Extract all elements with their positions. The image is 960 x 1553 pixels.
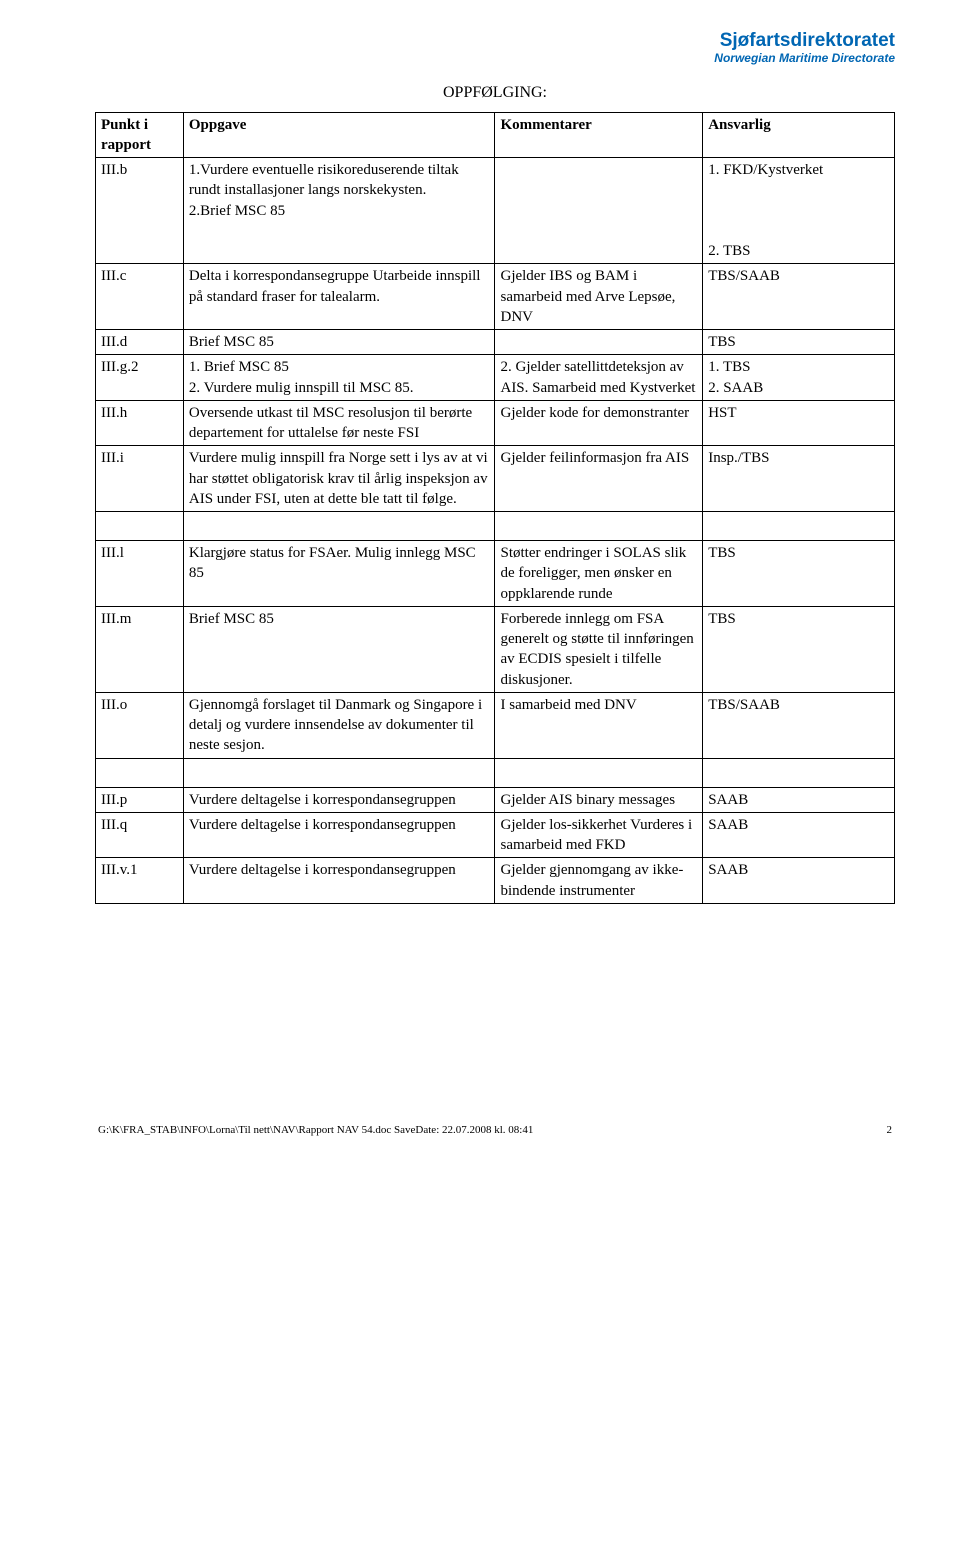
table-row: III.lKlargjøre status for FSAer. Mulig i… (96, 541, 895, 607)
cell-c4: SAAB (703, 787, 895, 812)
cell-c4: TBS/SAAB (703, 264, 895, 330)
followup-table: Punkt i rapport Oppgave Kommentarer Ansv… (95, 112, 895, 904)
cell-c1: III.b (96, 158, 184, 264)
spacer-cell (96, 512, 184, 541)
cell-c1: III.l (96, 541, 184, 607)
header-sub: Norwegian Maritime Directorate (95, 52, 895, 66)
table-row: III.iVurdere mulig innspill fra Norge se… (96, 446, 895, 512)
cell-c2: 1. Brief MSC 852. Vurdere mulig innspill… (183, 355, 495, 401)
cell-c4: TBS/SAAB (703, 692, 895, 758)
table-row: III.pVurdere deltagelse i korrespondanse… (96, 787, 895, 812)
footer-page: 2 (887, 1124, 893, 1136)
cell-c4: Insp./TBS (703, 446, 895, 512)
table-header-row: Punkt i rapport Oppgave Kommentarer Ansv… (96, 112, 895, 158)
table-row (96, 758, 895, 787)
cell-c1: III.g.2 (96, 355, 184, 401)
footer-path: G:\K\FRA_STAB\INFO\Lorna\Til nett\NAV\Ra… (98, 1124, 533, 1136)
cell-c2: Brief MSC 85 (183, 606, 495, 692)
header: Sjøfartsdirektoratet Norwegian Maritime … (95, 30, 895, 66)
cell-c1: III.o (96, 692, 184, 758)
cell-c1: III.i (96, 446, 184, 512)
cell-c4: HST (703, 400, 895, 446)
spacer-cell (495, 512, 703, 541)
table-row: III.v.1Vurdere deltagelse i korrespondan… (96, 858, 895, 904)
table-row: III.hOversende utkast til MSC resolusjon… (96, 400, 895, 446)
cell-c1: III.d (96, 330, 184, 355)
cell-c3: I samarbeid med DNV (495, 692, 703, 758)
cell-c2: Vurdere mulig innspill fra Norge sett i … (183, 446, 495, 512)
cell-c3: Gjelder kode for demonstranter (495, 400, 703, 446)
cell-c2: Vurdere deltagelse i korrespondansegrupp… (183, 812, 495, 858)
cell-c2: Vurdere deltagelse i korrespondansegrupp… (183, 858, 495, 904)
cell-c3: Forberede innlegg om FSA generelt og stø… (495, 606, 703, 692)
table-row: III.qVurdere deltagelse i korrespondanse… (96, 812, 895, 858)
cell-c4: TBS (703, 606, 895, 692)
cell-c2: Gjennomgå forslaget til Danmark og Singa… (183, 692, 495, 758)
spacer-cell (703, 512, 895, 541)
spacer-cell (183, 512, 495, 541)
cell-c4: SAAB (703, 858, 895, 904)
spacer-cell (96, 758, 184, 787)
cell-c2: Klargjøre status for FSAer. Mulig innleg… (183, 541, 495, 607)
cell-c4: TBS (703, 541, 895, 607)
cell-c1: III.v.1 (96, 858, 184, 904)
spacer-cell (703, 758, 895, 787)
header-main: Sjøfartsdirektoratet (95, 30, 895, 52)
cell-c3: 2. Gjelder satellittdeteksjon av AIS. Sa… (495, 355, 703, 401)
col-ansvarlig: Ansvarlig (703, 112, 895, 158)
cell-c2: 1.Vurdere eventuelle risikoreduserende t… (183, 158, 495, 264)
cell-c4: SAAB (703, 812, 895, 858)
cell-c4: 1. TBS2. SAAB (703, 355, 895, 401)
cell-c3 (495, 158, 703, 264)
cell-c1: III.h (96, 400, 184, 446)
cell-c3: Støtter endringer i SOLAS slik de foreli… (495, 541, 703, 607)
cell-c3: Gjelder IBS og BAM i samarbeid med Arve … (495, 264, 703, 330)
cell-c2: Vurdere deltagelse i korrespondansegrupp… (183, 787, 495, 812)
cell-c3: Gjelder los-sikkerhet Vurderes i samarbe… (495, 812, 703, 858)
col-punkt: Punkt i rapport (96, 112, 184, 158)
table-row: III.cDelta i korrespondansegruppe Utarbe… (96, 264, 895, 330)
cell-c3: Gjelder feilinformasjon fra AIS (495, 446, 703, 512)
cell-c2: Delta i korrespondansegruppe Utarbeide i… (183, 264, 495, 330)
page-title: OPPFØLGING: (95, 84, 895, 102)
col-kommentarer: Kommentarer (495, 112, 703, 158)
col-oppgave: Oppgave (183, 112, 495, 158)
cell-c1: III.m (96, 606, 184, 692)
cell-c2: Brief MSC 85 (183, 330, 495, 355)
footer: G:\K\FRA_STAB\INFO\Lorna\Til nett\NAV\Ra… (95, 1124, 895, 1136)
cell-c4: TBS (703, 330, 895, 355)
table-row: III.b1.Vurdere eventuelle risikoredusere… (96, 158, 895, 264)
cell-c1: III.c (96, 264, 184, 330)
cell-c2: Oversende utkast til MSC resolusjon til … (183, 400, 495, 446)
spacer-cell (183, 758, 495, 787)
cell-c3 (495, 330, 703, 355)
table-row: III.oGjennomgå forslaget til Danmark og … (96, 692, 895, 758)
table-row: III.g.21. Brief MSC 852. Vurdere mulig i… (96, 355, 895, 401)
table-row (96, 512, 895, 541)
spacer-cell (495, 758, 703, 787)
cell-c1: III.p (96, 787, 184, 812)
cell-c3: Gjelder AIS binary messages (495, 787, 703, 812)
cell-c1: III.q (96, 812, 184, 858)
cell-c4: 1. FKD/Kystverket2. TBS (703, 158, 895, 264)
cell-c3: Gjelder gjennomgang av ikke-bindende ins… (495, 858, 703, 904)
table-row: III.dBrief MSC 85 TBS (96, 330, 895, 355)
table-row: III.mBrief MSC 85Forberede innlegg om FS… (96, 606, 895, 692)
